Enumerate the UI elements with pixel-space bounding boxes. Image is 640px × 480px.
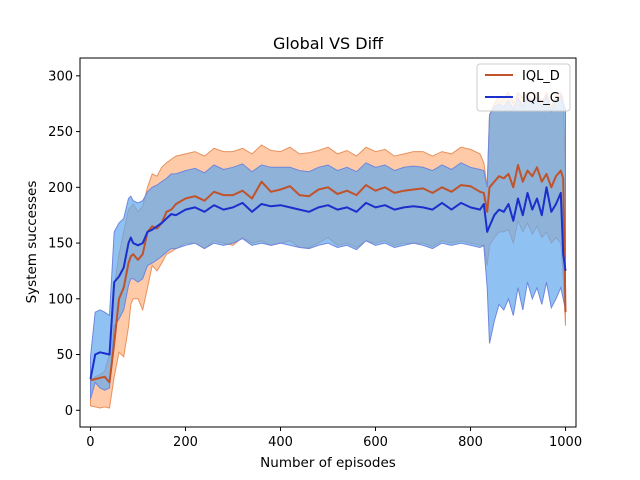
- x-tick-label: 600: [363, 435, 388, 450]
- x-axis: 0 200 400 600 800 1000: [86, 427, 582, 450]
- x-tick-label: 800: [458, 435, 483, 450]
- series-line-iql-d: [90, 164, 567, 384]
- y-tick-label: 300: [48, 69, 73, 84]
- y-tick-label: 250: [48, 125, 73, 140]
- y-tick-label: 150: [48, 237, 73, 252]
- x-tick-label: 1000: [549, 435, 582, 450]
- x-tick-label: 400: [268, 435, 293, 450]
- legend-label-iql-g: IQL_G: [522, 91, 560, 106]
- axes-frame: [79, 57, 577, 428]
- y-tick-label: 100: [48, 292, 73, 307]
- legend-label-iql-d: IQL_D: [522, 69, 560, 84]
- y-tick-label: 50: [56, 348, 73, 363]
- legend: IQL_D IQL_G: [476, 63, 571, 112]
- x-tick-label: 0: [86, 435, 94, 450]
- series-line-iql-g: [89, 186, 567, 380]
- y-axis-title: System successes: [24, 181, 40, 304]
- y-tick-label: 0: [65, 404, 73, 419]
- x-tick-label: 200: [173, 435, 198, 450]
- x-axis-title: Number of episodes: [260, 455, 396, 471]
- y-axis: 0 50 100 150 200 250 300: [48, 69, 80, 419]
- chart-title: Global VS Diff: [273, 34, 384, 53]
- plot-area: [89, 91, 567, 409]
- y-tick-label: 200: [48, 181, 73, 196]
